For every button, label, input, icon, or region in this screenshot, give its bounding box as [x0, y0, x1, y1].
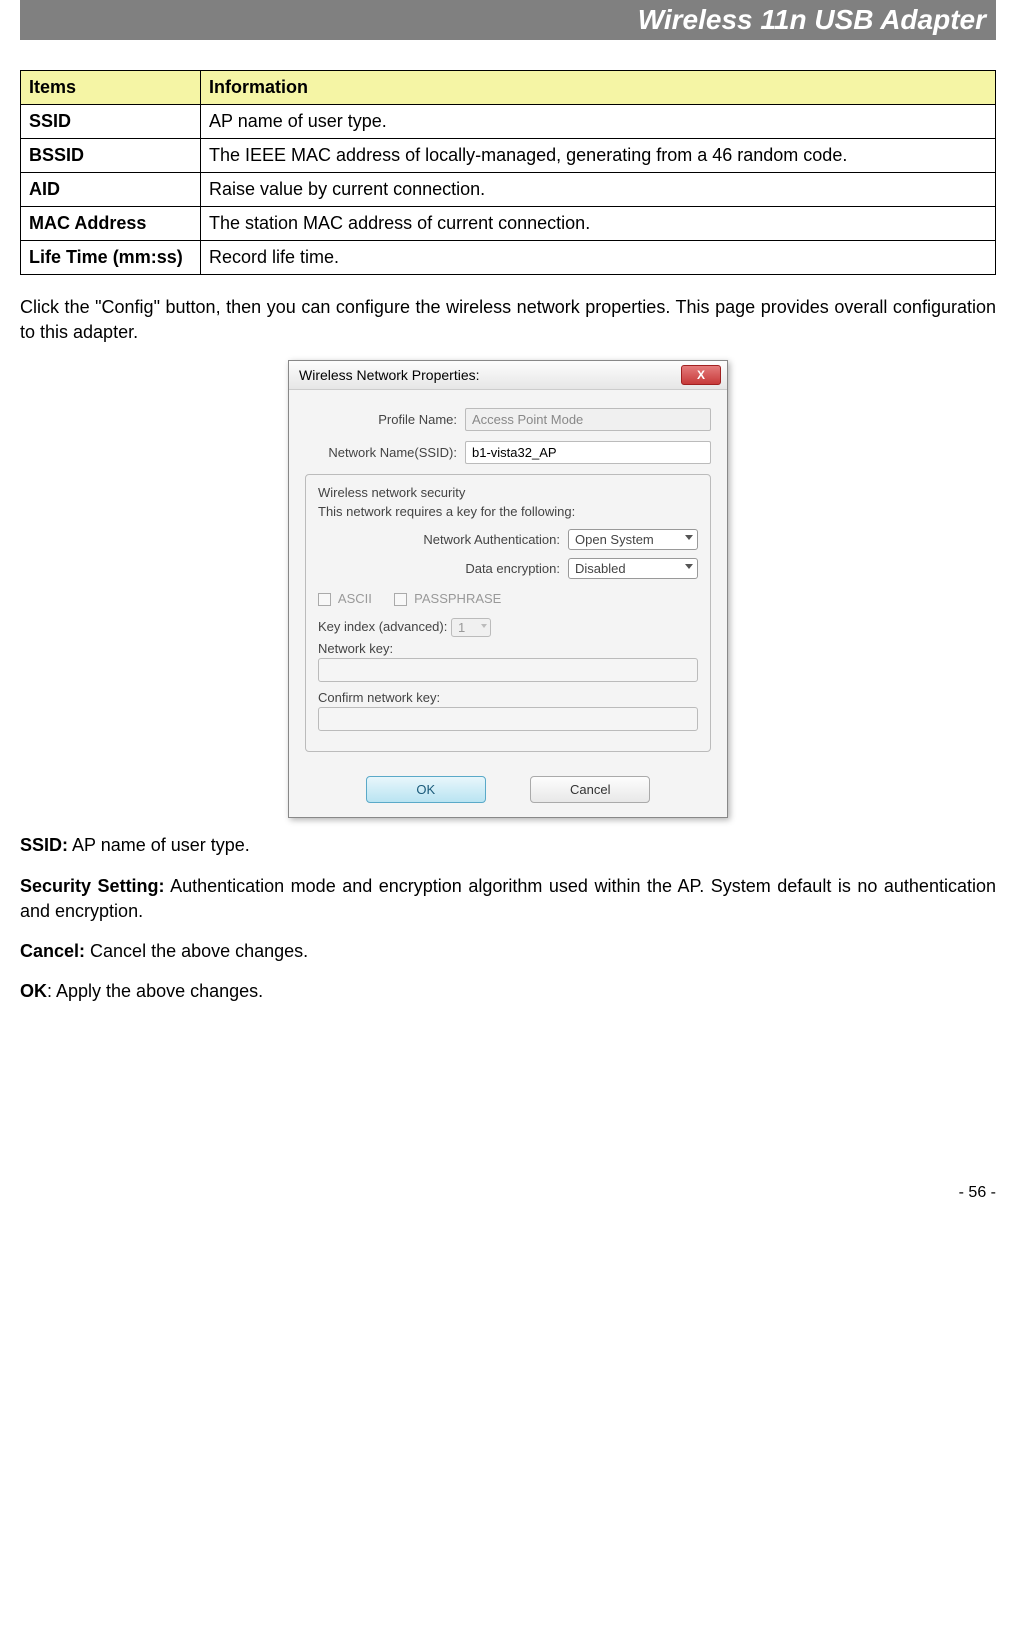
wireless-properties-dialog: Wireless Network Properties: X Profile N… — [288, 360, 728, 818]
page-header: Wireless 11n USB Adapter — [20, 0, 996, 40]
info-cell: Record life time. — [201, 241, 996, 275]
network-key-label: Network key: — [318, 641, 698, 656]
security-subtitle: This network requires a key for the foll… — [318, 504, 698, 519]
passphrase-label: PASSPHRASE — [414, 591, 501, 606]
cancel-def-text: Cancel the above changes. — [85, 941, 308, 961]
ssid-def-text: AP name of user type. — [68, 835, 250, 855]
profile-row: Profile Name: — [305, 408, 711, 431]
auth-select[interactable]: Open System — [568, 529, 698, 550]
enc-row: Data encryption: Disabled — [318, 558, 698, 579]
table-row: AID Raise value by current connection. — [21, 173, 996, 207]
info-cell: AP name of user type. — [201, 105, 996, 139]
cancel-button-label: Cancel — [570, 782, 610, 797]
confirm-key-label: Confirm network key: — [318, 690, 698, 705]
sec-def-label: Security Setting: — [20, 876, 165, 896]
checkbox-row: ASCII PASSPHRASE — [318, 591, 698, 606]
keyindex-value: 1 — [458, 620, 465, 635]
info-cell: The IEEE MAC address of locally-managed,… — [201, 139, 996, 173]
cancel-def-label: Cancel: — [20, 941, 85, 961]
enc-select[interactable]: Disabled — [568, 558, 698, 579]
ok-def-text: : Apply the above changes. — [47, 981, 263, 1001]
close-button[interactable]: X — [681, 365, 721, 385]
item-cell: AID — [21, 173, 201, 207]
enc-label: Data encryption: — [465, 561, 568, 576]
dialog-screenshot: Wireless Network Properties: X Profile N… — [20, 360, 996, 818]
chevron-down-icon — [685, 535, 693, 540]
chevron-down-icon — [685, 564, 693, 569]
header-title: Wireless 11n USB Adapter — [638, 4, 986, 35]
network-key-input[interactable] — [318, 658, 698, 682]
keyindex-select[interactable]: 1 — [451, 618, 491, 637]
security-fieldset: Wireless network security This network r… — [305, 474, 711, 752]
ok-definition: OK: Apply the above changes. — [20, 979, 996, 1004]
info-cell: The station MAC address of current conne… — [201, 207, 996, 241]
ascii-label: ASCII — [338, 591, 372, 606]
item-cell: SSID — [21, 105, 201, 139]
dialog-title-text: Wireless Network Properties: — [299, 367, 480, 383]
confirm-key-input[interactable] — [318, 707, 698, 731]
keyindex-label: Key index (advanced): — [318, 619, 447, 634]
close-icon: X — [697, 368, 705, 382]
ascii-checkbox[interactable] — [318, 593, 331, 606]
dialog-buttons: OK Cancel — [289, 764, 727, 817]
profile-label: Profile Name: — [305, 412, 465, 427]
info-cell: Raise value by current connection. — [201, 173, 996, 207]
item-cell: BSSID — [21, 139, 201, 173]
cancel-definition: Cancel: Cancel the above changes. — [20, 939, 996, 964]
item-cell: Life Time (mm:ss) — [21, 241, 201, 275]
col-items: Items — [21, 71, 201, 105]
col-information: Information — [201, 71, 996, 105]
ok-button[interactable]: OK — [366, 776, 486, 803]
sec-def-text: Authentication mode and encryption algor… — [20, 876, 996, 921]
profile-input — [465, 408, 711, 431]
enc-value: Disabled — [575, 561, 626, 576]
security-definition: Security Setting: Authentication mode an… — [20, 874, 996, 924]
keyindex-row: Key index (advanced): 1 — [318, 618, 698, 637]
table-header-row: Items Information — [21, 71, 996, 105]
ssid-definition: SSID: AP name of user type. — [20, 833, 996, 858]
chevron-down-icon — [481, 624, 487, 628]
intro-paragraph: Click the "Config" button, then you can … — [20, 295, 996, 345]
ssid-label: Network Name(SSID): — [305, 445, 465, 460]
auth-row: Network Authentication: Open System — [318, 529, 698, 550]
passphrase-checkbox[interactable] — [394, 593, 407, 606]
cancel-button[interactable]: Cancel — [530, 776, 650, 803]
dialog-titlebar: Wireless Network Properties: X — [289, 361, 727, 390]
info-table: Items Information SSID AP name of user t… — [20, 70, 996, 275]
dialog-body: Profile Name: Network Name(SSID): Wirele… — [289, 390, 727, 764]
item-cell: MAC Address — [21, 207, 201, 241]
ssid-input[interactable] — [465, 441, 711, 464]
auth-value: Open System — [575, 532, 654, 547]
table-row: MAC Address The station MAC address of c… — [21, 207, 996, 241]
table-row: BSSID The IEEE MAC address of locally-ma… — [21, 139, 996, 173]
ssid-row: Network Name(SSID): — [305, 441, 711, 464]
table-row: Life Time (mm:ss) Record life time. — [21, 241, 996, 275]
ssid-def-label: SSID: — [20, 835, 68, 855]
auth-label: Network Authentication: — [423, 532, 568, 547]
table-row: SSID AP name of user type. — [21, 105, 996, 139]
security-title: Wireless network security — [318, 485, 698, 500]
ok-def-label: OK — [20, 981, 47, 1001]
ok-button-label: OK — [416, 782, 435, 797]
page-number: - 56 - — [20, 1184, 996, 1202]
